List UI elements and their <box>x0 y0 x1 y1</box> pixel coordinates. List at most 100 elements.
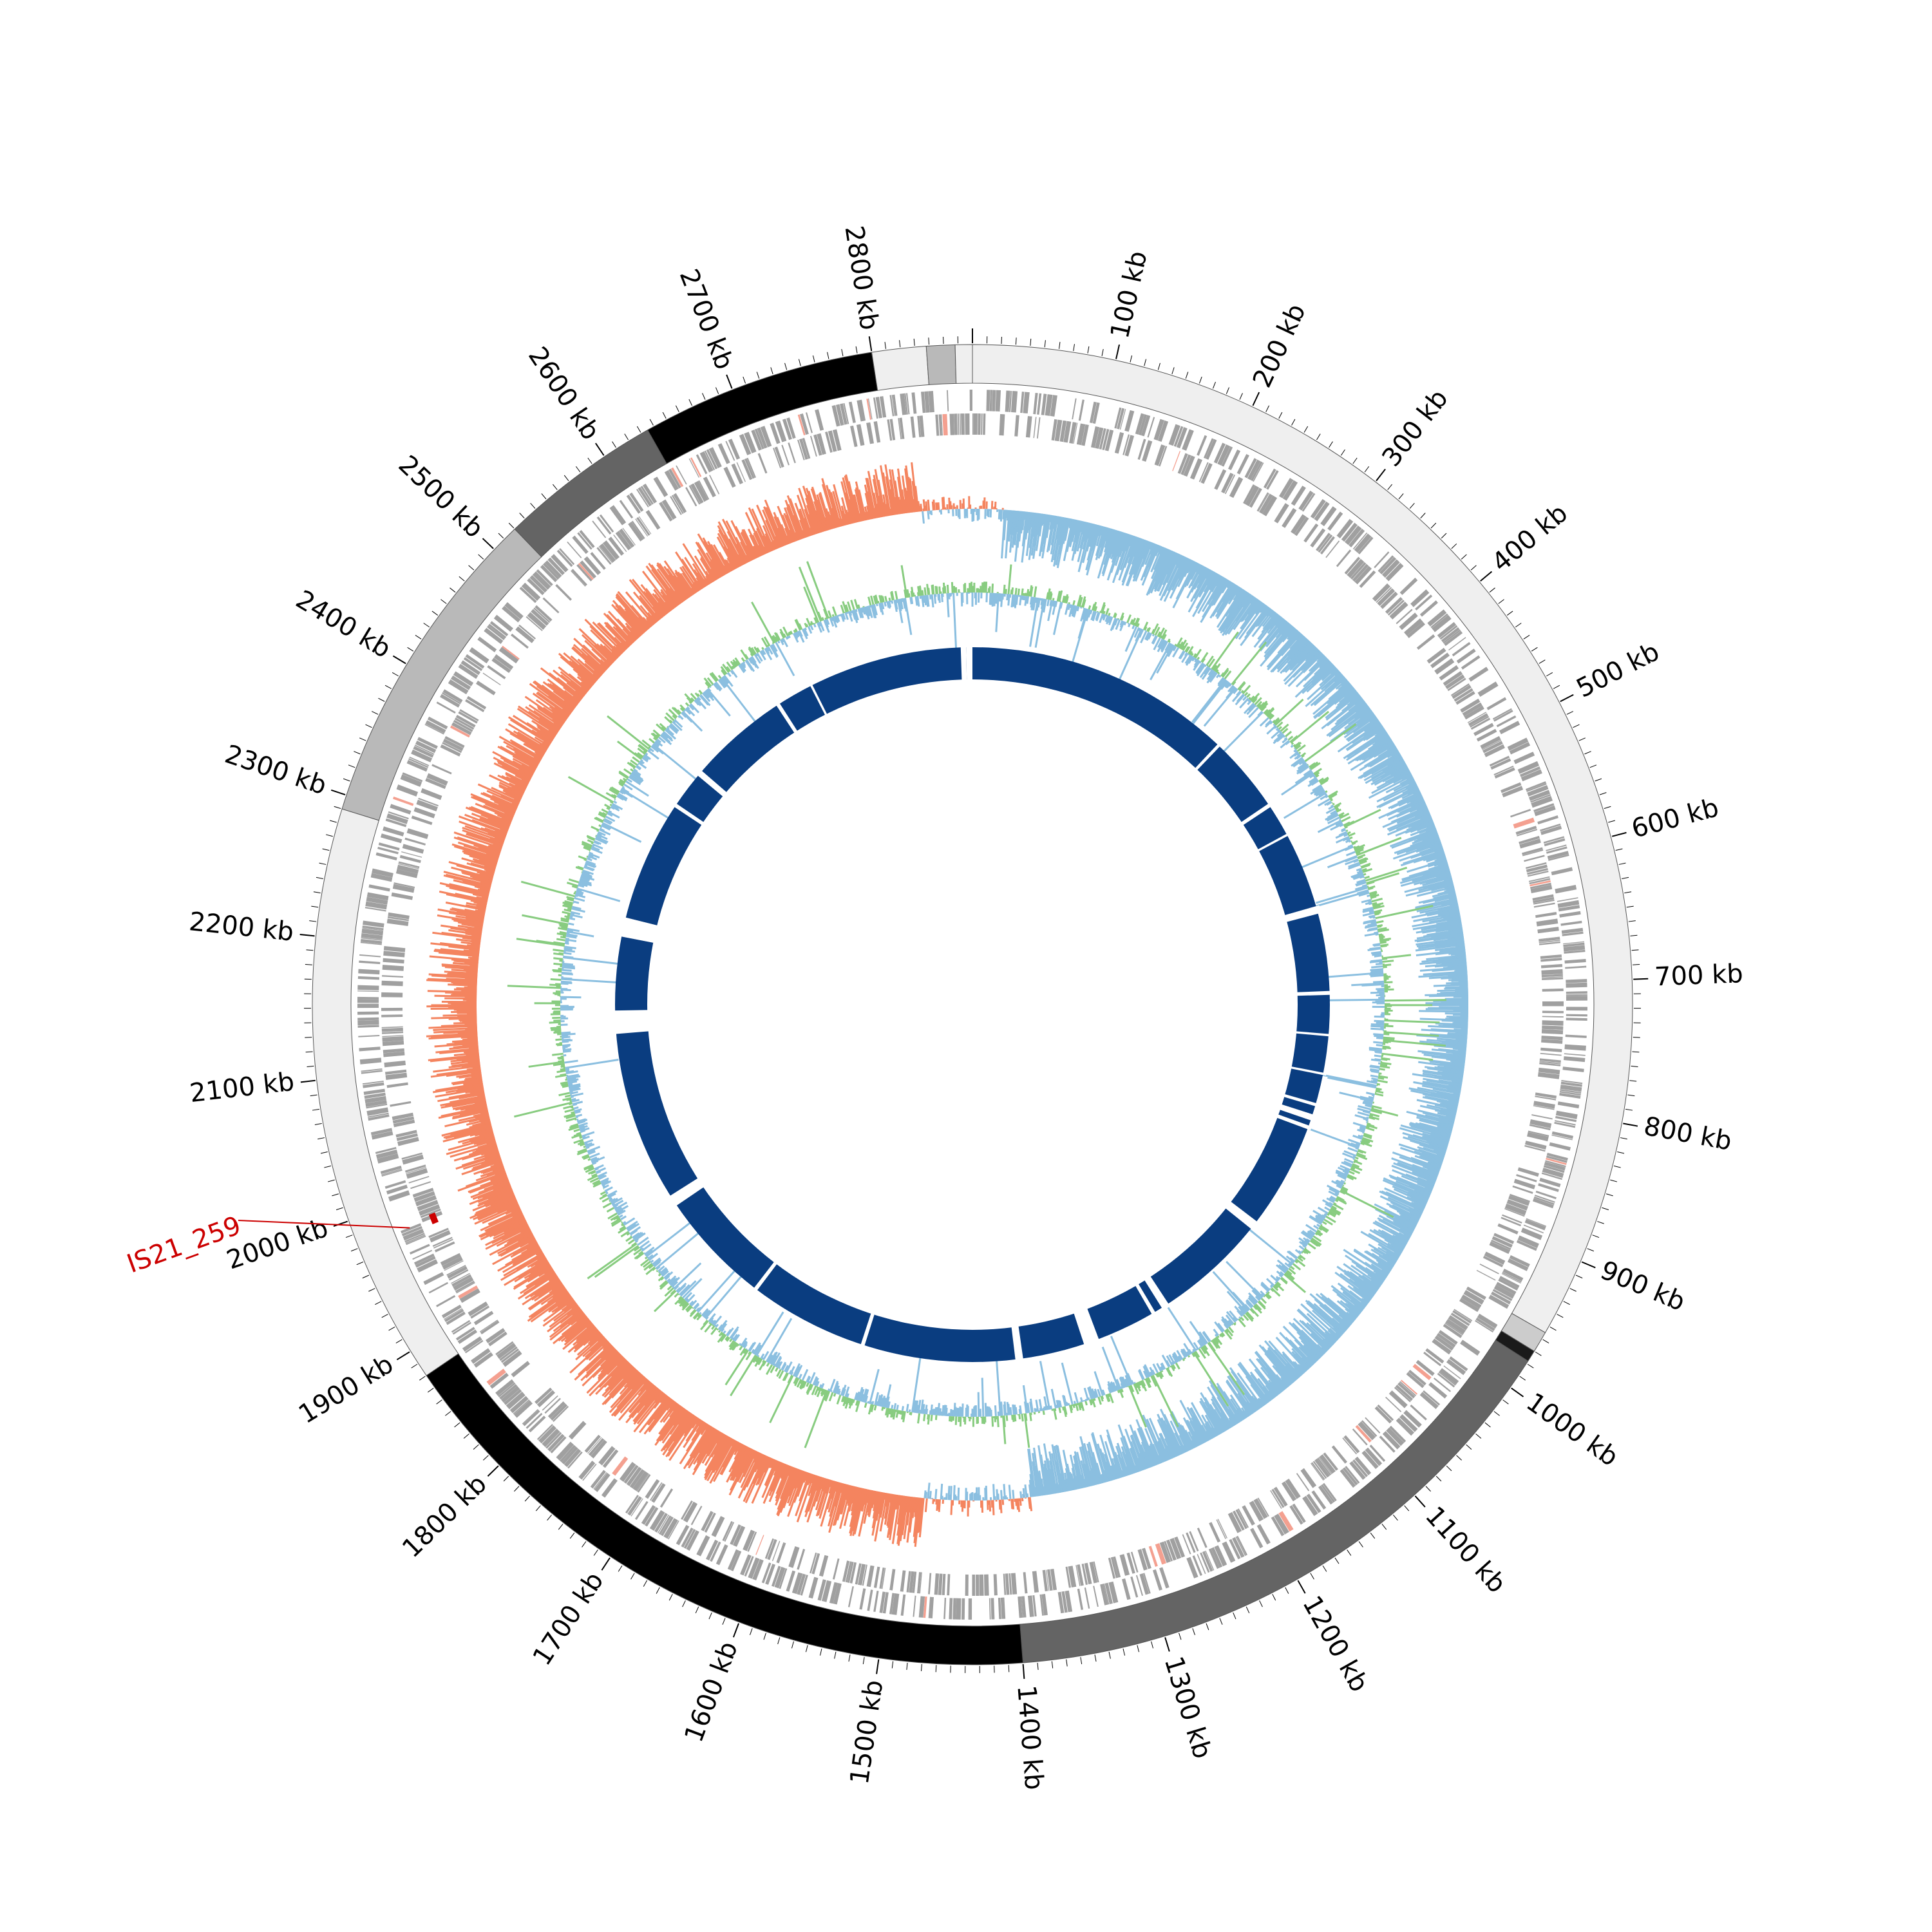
gc-skew-bar <box>507 1229 531 1243</box>
gc-skew-bar <box>440 924 482 933</box>
gc-skew-bar <box>938 1499 941 1512</box>
minor-tick <box>530 502 536 509</box>
gc-skew-bar <box>526 722 554 741</box>
gene <box>725 440 735 461</box>
minor-tick <box>427 1388 434 1393</box>
gc-skew-bar <box>779 1466 794 1499</box>
gc-skew-bar <box>1423 894 1457 904</box>
gc-skew-bar <box>1257 1397 1265 1406</box>
gc-skew-bar <box>728 1448 753 1496</box>
gc-skew-bar <box>1192 573 1218 618</box>
gc-skew-bar <box>1314 1298 1349 1329</box>
gc-skew-bar <box>1396 808 1429 824</box>
gc-skew-bar <box>708 573 715 583</box>
gc-skew-bar <box>1428 974 1468 980</box>
gc-skew-bar <box>1238 1396 1253 1416</box>
gc-skew-bar <box>627 634 635 643</box>
gc-skew-bar <box>852 494 861 522</box>
gc-skew-bar <box>450 1142 497 1158</box>
gc-content-bar <box>1273 725 1278 730</box>
gc-skew-bar <box>505 1206 520 1215</box>
gc-skew-bar <box>491 794 518 808</box>
gc-skew-bar <box>863 1490 873 1524</box>
minor-tick <box>381 1314 388 1318</box>
gc-skew-bar <box>573 1329 600 1353</box>
gc-skew-bar <box>609 1374 644 1414</box>
gc-skew-bar <box>457 1031 478 1035</box>
gc-skew-bar <box>730 1446 750 1481</box>
minor-tick <box>415 634 422 639</box>
gc-skew-bar <box>638 1395 669 1434</box>
gene <box>1537 815 1558 825</box>
gene <box>479 1320 498 1332</box>
gc-skew-bar <box>1432 967 1468 972</box>
gc-skew-bar <box>705 1424 710 1431</box>
minor-tick <box>468 565 475 571</box>
gene <box>1513 1179 1536 1189</box>
gene <box>451 722 472 735</box>
gene <box>1237 1508 1249 1528</box>
gene <box>1327 511 1343 531</box>
gc-skew-bar <box>493 757 533 779</box>
gene <box>1547 851 1569 860</box>
gc-skew-bar <box>1297 1363 1306 1373</box>
gc-skew-bar <box>1433 983 1468 987</box>
gene <box>408 758 429 768</box>
gene <box>909 1571 914 1593</box>
gc-skew-bar <box>514 750 539 766</box>
gene <box>696 1535 710 1557</box>
gc-content-bar <box>1072 600 1075 605</box>
gc-skew-bar <box>1256 1358 1284 1392</box>
gc-skew-bar <box>906 1497 914 1543</box>
gc-skew-bar <box>525 706 561 731</box>
gc-skew-bar <box>683 1416 697 1434</box>
gc-skew-bar <box>612 600 644 635</box>
outer-segment-track <box>312 344 1633 1665</box>
gc-skew-bar <box>739 1450 757 1484</box>
gc-skew-bar <box>1286 638 1308 661</box>
gc-skew-bar <box>1394 1182 1430 1200</box>
gc-skew-bar <box>576 1326 597 1344</box>
gc-skew-bar <box>1390 1175 1432 1195</box>
gc-skew-bar <box>1319 1303 1349 1330</box>
gc-skew-bar <box>723 545 737 569</box>
gc-skew-bar <box>646 620 653 627</box>
gc-skew-bar <box>1124 1454 1133 1475</box>
gene <box>451 1273 470 1284</box>
gc-skew-bar <box>801 529 806 538</box>
gc-skew-bar <box>479 873 494 878</box>
gc-skew-bar <box>1133 538 1142 558</box>
gene <box>582 1463 597 1481</box>
gc-skew-bar <box>1392 1204 1421 1220</box>
gene <box>1010 1573 1018 1595</box>
gc-skew-bar <box>1407 1135 1448 1150</box>
gene <box>891 395 896 416</box>
gc-skew-bar <box>1260 1367 1282 1394</box>
gene <box>465 654 485 669</box>
gc-skew-bar <box>828 1480 835 1494</box>
gc-skew-bar <box>468 1116 490 1123</box>
gc-skew-bar <box>775 1464 790 1499</box>
gc-skew-bar <box>1144 1428 1161 1464</box>
gc-skew-bar <box>472 858 497 867</box>
gc-skew-bar <box>492 1240 537 1265</box>
gc-skew-bar <box>1385 768 1410 784</box>
gc-content-bar <box>1338 813 1344 818</box>
gene <box>1444 630 1463 647</box>
gc-skew-bar <box>894 497 899 515</box>
gene <box>900 1570 906 1592</box>
gc-skew-bar <box>1254 1351 1287 1390</box>
gc-skew-bar <box>462 871 493 882</box>
gene <box>1468 667 1489 682</box>
gc-skew-bar <box>473 1112 489 1117</box>
gene <box>357 1019 379 1026</box>
gene <box>1217 1519 1227 1539</box>
gc-skew-bar <box>1193 567 1207 590</box>
gc-skew-bar <box>948 497 951 509</box>
gene <box>1490 758 1511 770</box>
gene <box>1141 415 1151 437</box>
gene <box>455 1280 475 1293</box>
gene <box>811 1553 820 1575</box>
gc-skew-bar <box>706 1437 732 1482</box>
gene <box>428 1282 449 1294</box>
